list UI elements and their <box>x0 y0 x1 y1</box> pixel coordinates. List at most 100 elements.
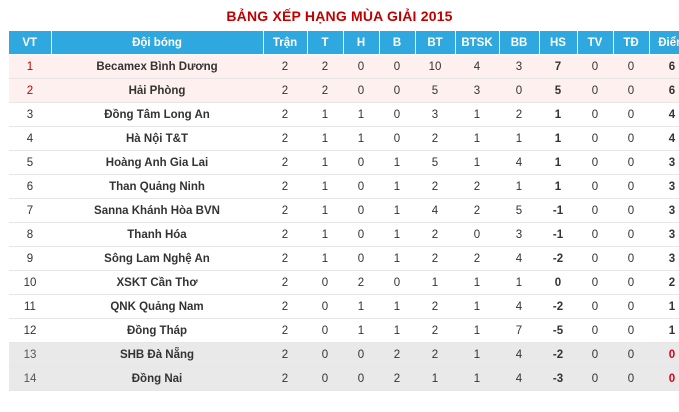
cell-vt: 14 <box>9 366 51 391</box>
column-header-vt: VT <box>9 31 52 55</box>
page-title: BẢNG XẾP HẠNG MÙA GIẢI 2015 <box>226 8 453 24</box>
cell-tv: 0 <box>577 294 613 319</box>
cell-team[interactable]: Đồng Tâm Long An <box>51 102 263 127</box>
cell-b: 1 <box>379 150 415 175</box>
cell-hs: -1 <box>539 222 577 247</box>
cell-b: 1 <box>379 246 415 271</box>
cell-bb: 4 <box>499 366 539 391</box>
column-header-td: TĐ <box>613 31 650 55</box>
cell-b: 1 <box>379 318 415 343</box>
cell-diem: 4 <box>649 102 679 127</box>
cell-td: 0 <box>613 342 649 367</box>
cell-bb: 4 <box>499 294 539 319</box>
cell-hs: 1 <box>539 174 577 199</box>
cell-t: 1 <box>307 246 343 271</box>
cell-hs: 7 <box>539 54 577 79</box>
cell-bt: 4 <box>415 198 455 223</box>
cell-h: 1 <box>343 102 379 127</box>
cell-h: 0 <box>343 174 379 199</box>
cell-h: 2 <box>343 270 379 295</box>
column-header-b: B <box>379 31 416 55</box>
cell-team[interactable]: Sông Lam Nghệ An <box>51 246 263 271</box>
cell-tv: 0 <box>577 54 613 79</box>
cell-t: 1 <box>307 150 343 175</box>
cell-hs: -3 <box>539 366 577 391</box>
cell-bb: 4 <box>499 150 539 175</box>
cell-team[interactable]: Đồng Nai <box>51 366 263 391</box>
cell-tv: 0 <box>577 102 613 127</box>
cell-t: 0 <box>307 342 343 367</box>
cell-td: 0 <box>613 318 649 343</box>
cell-b: 0 <box>379 78 415 103</box>
table-header: VT Đội bóng Trận T H B BT BTSK BB HS TV … <box>9 31 679 55</box>
cell-b: 0 <box>379 102 415 127</box>
cell-hs: 1 <box>539 126 577 151</box>
table-row: 5 Hoàng Anh Gia Lai 2 1 0 1 5 1 4 1 0 0 3 <box>9 150 679 175</box>
cell-diem: 0 <box>649 342 679 367</box>
cell-bb: 4 <box>499 246 539 271</box>
cell-team[interactable]: Becamex Bình Dương <box>51 54 263 79</box>
cell-vt: 2 <box>9 78 51 103</box>
cell-bt: 1 <box>415 366 455 391</box>
cell-hs: -2 <box>539 246 577 271</box>
cell-bb: 2 <box>499 102 539 127</box>
cell-bb: 1 <box>499 126 539 151</box>
cell-tv: 0 <box>577 174 613 199</box>
cell-td: 0 <box>613 126 649 151</box>
cell-t: 2 <box>307 54 343 79</box>
cell-t: 1 <box>307 126 343 151</box>
cell-b: 1 <box>379 174 415 199</box>
cell-team[interactable]: Đồng Tháp <box>51 318 263 343</box>
cell-team[interactable]: Hà Nội T&T <box>51 126 263 151</box>
cell-hs: -1 <box>539 198 577 223</box>
column-header-tv: TV <box>577 31 614 55</box>
cell-b: 1 <box>379 222 415 247</box>
cell-vt: 5 <box>9 150 51 175</box>
cell-bt: 2 <box>415 342 455 367</box>
cell-b: 1 <box>379 198 415 223</box>
cell-vt: 13 <box>9 342 51 367</box>
cell-t: 1 <box>307 198 343 223</box>
cell-bb: 1 <box>499 174 539 199</box>
cell-tran: 2 <box>263 294 307 319</box>
cell-tv: 0 <box>577 246 613 271</box>
cell-td: 0 <box>613 174 649 199</box>
cell-td: 0 <box>613 270 649 295</box>
cell-bt: 2 <box>415 126 455 151</box>
table-row: 3 Đồng Tâm Long An 2 1 1 0 3 1 2 1 0 0 4 <box>9 102 679 127</box>
cell-hs: 5 <box>539 78 577 103</box>
cell-tran: 2 <box>263 102 307 127</box>
cell-vt: 3 <box>9 102 51 127</box>
cell-team[interactable]: Sanna Khánh Hòa BVN <box>51 198 263 223</box>
cell-h: 1 <box>343 126 379 151</box>
cell-t: 0 <box>307 318 343 343</box>
cell-btsk: 3 <box>455 78 499 103</box>
cell-team[interactable]: Hoàng Anh Gia Lai <box>51 150 263 175</box>
cell-td: 0 <box>613 150 649 175</box>
cell-team[interactable]: Thanh Hóa <box>51 222 263 247</box>
table-row: 14 Đồng Nai 2 0 0 2 1 1 4 -3 0 0 0 <box>9 366 679 391</box>
cell-h: 0 <box>343 222 379 247</box>
cell-diem: 2 <box>649 270 679 295</box>
cell-diem: 6 <box>649 78 679 103</box>
cell-b: 0 <box>379 126 415 151</box>
cell-team[interactable]: SHB Đà Nẵng <box>51 342 263 367</box>
cell-h: 0 <box>343 342 379 367</box>
cell-td: 0 <box>613 294 649 319</box>
cell-bt: 10 <box>415 54 455 79</box>
cell-btsk: 1 <box>455 366 499 391</box>
cell-diem: 4 <box>649 126 679 151</box>
cell-b: 0 <box>379 54 415 79</box>
table-row: 7 Sanna Khánh Hòa BVN 2 1 0 1 4 2 5 -1 0 0 3 <box>9 198 679 223</box>
cell-tv: 0 <box>577 222 613 247</box>
cell-diem: 1 <box>649 294 679 319</box>
cell-team[interactable]: Hải Phòng <box>51 78 263 103</box>
cell-team[interactable]: Than Quảng Ninh <box>51 174 263 199</box>
cell-team[interactable]: XSKT Cần Thơ <box>51 270 263 295</box>
cell-td: 0 <box>613 102 649 127</box>
cell-tv: 0 <box>577 126 613 151</box>
cell-btsk: 1 <box>455 342 499 367</box>
column-header-diem: Điểm <box>649 31 679 55</box>
cell-team[interactable]: QNK Quảng Nam <box>51 294 263 319</box>
cell-td: 0 <box>613 222 649 247</box>
